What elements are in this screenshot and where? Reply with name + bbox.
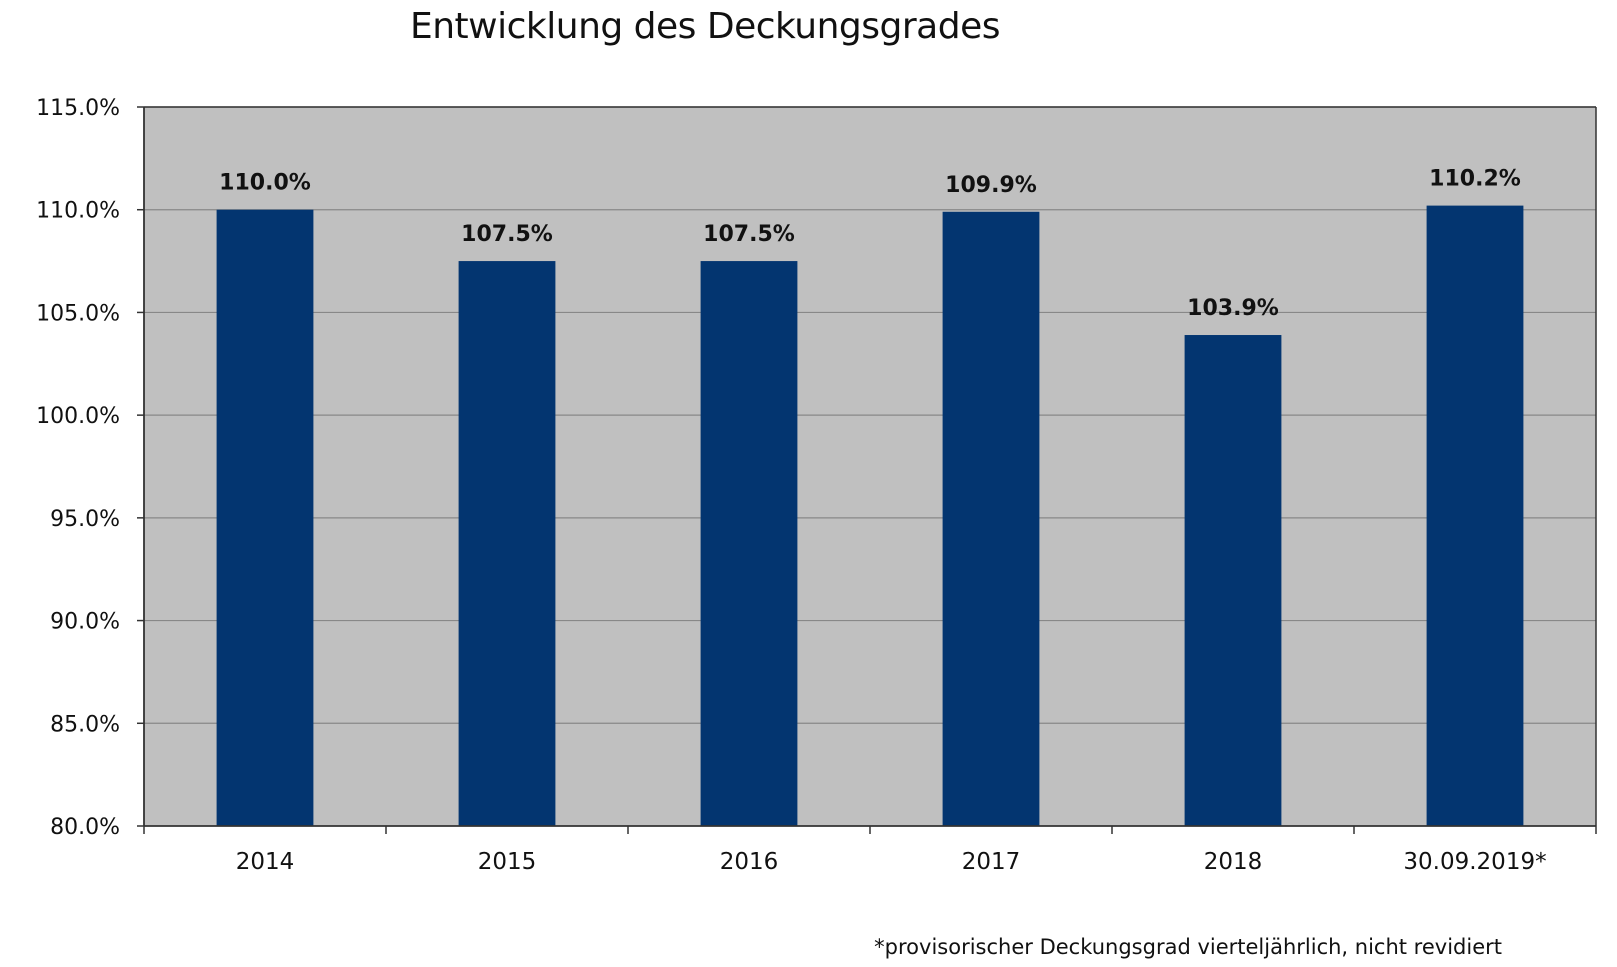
y-tick-label: 90.0% (50, 610, 120, 635)
y-tick-label: 100.0% (36, 404, 120, 429)
data-label: 110.0% (219, 171, 311, 196)
chart-title: Entwicklung des Deckungsgrades (409, 6, 1001, 47)
bar (700, 261, 798, 827)
x-tick-label: 2015 (478, 849, 537, 875)
data-label: 110.2% (1429, 167, 1521, 192)
x-tick-label: 2014 (236, 849, 295, 875)
y-tick-label: 85.0% (50, 712, 120, 737)
x-tick-label: 2016 (720, 849, 779, 875)
bar (942, 211, 1040, 827)
bar (458, 261, 556, 827)
y-tick-label: 95.0% (50, 507, 120, 532)
bars (216, 205, 1524, 827)
data-label: 107.5% (461, 222, 553, 247)
y-tick-label: 105.0% (36, 301, 120, 326)
data-label: 109.9% (945, 173, 1037, 198)
chart-footnote: *provisorischer Deckungsgrad vierteljähr… (874, 935, 1502, 959)
labels: 80.0% 85.0% 90.0% 95.0% 100.0% 105.0% 110.0% 11… (36, 96, 1546, 875)
y-tick-label: 115.0% (36, 96, 120, 121)
x-tick-label: 30.09.2019* (1403, 849, 1546, 875)
axes (137, 106, 1597, 834)
plot-area (144, 107, 1596, 826)
y-tick-label: 80.0% (50, 815, 120, 840)
bar (1184, 335, 1282, 826)
bar (1426, 205, 1524, 826)
x-tick-label: 2018 (1204, 849, 1263, 875)
bar (216, 209, 314, 826)
data-label: 103.9% (1187, 296, 1279, 321)
x-tick-label: 2017 (962, 849, 1021, 875)
data-label: 107.5% (703, 222, 795, 247)
y-tick-label: 110.0% (36, 199, 120, 224)
